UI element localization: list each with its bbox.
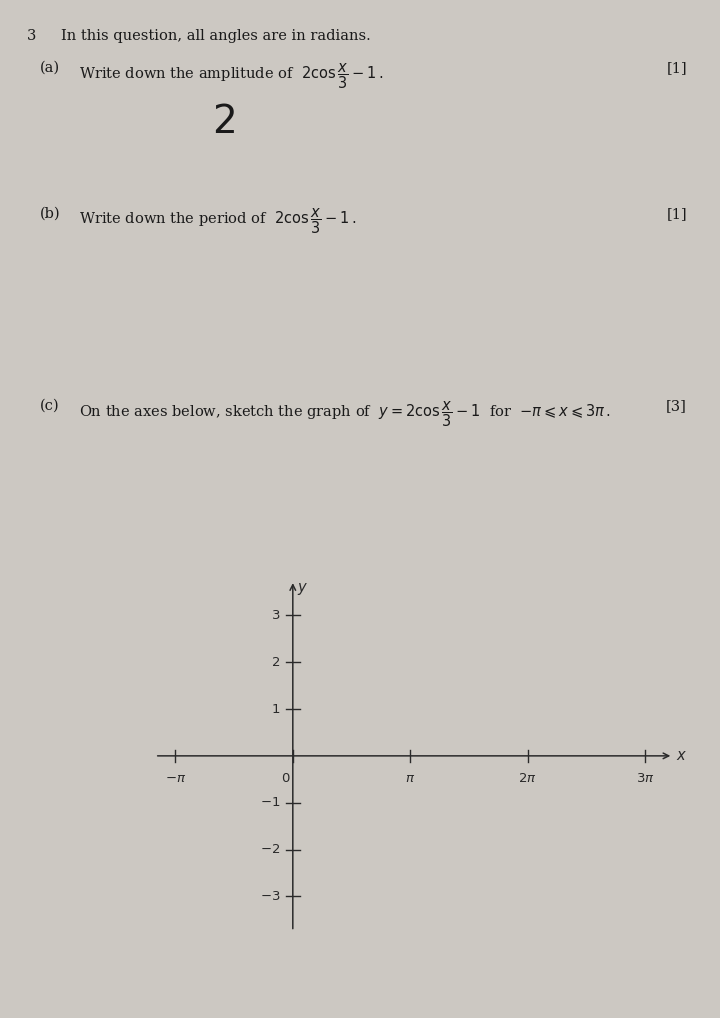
Text: $3\pi$: $3\pi$ [636,773,654,785]
Text: $0$: $0$ [282,773,291,785]
Text: $-1$: $-1$ [260,796,281,809]
Text: $2\pi$: $2\pi$ [518,773,537,785]
Text: (c): (c) [40,399,59,413]
Text: [3]: [3] [666,399,687,413]
Text: Write down the period of  $2\cos\dfrac{x}{3}-1\,.$: Write down the period of $2\cos\dfrac{x}… [79,207,356,236]
Text: (a): (a) [40,61,60,75]
Text: On the axes below, sketch the graph of  $y = 2\cos\dfrac{x}{3}-1$  for  $-\pi \l: On the axes below, sketch the graph of $… [79,399,611,429]
Text: $\pi$: $\pi$ [405,773,415,785]
Text: 3: 3 [27,29,37,43]
Text: $-2$: $-2$ [260,843,281,856]
Text: $x$: $x$ [676,749,688,762]
Text: $y$: $y$ [297,581,308,598]
Text: $-\pi$: $-\pi$ [165,773,186,785]
Text: $2$: $2$ [271,656,281,669]
Text: $1$: $1$ [271,702,281,716]
Text: [1]: [1] [666,61,687,75]
Text: [1]: [1] [666,207,687,221]
Text: $-3$: $-3$ [260,890,281,903]
Text: In this question, all angles are in radians.: In this question, all angles are in radi… [61,29,371,43]
Text: $3$: $3$ [271,609,281,622]
Text: Write down the amplitude of  $2\cos\dfrac{x}{3}-1\,.$: Write down the amplitude of $2\cos\dfrac… [79,61,383,91]
Text: (b): (b) [40,207,60,221]
Text: $\mathit{2}$: $\mathit{2}$ [212,104,235,140]
